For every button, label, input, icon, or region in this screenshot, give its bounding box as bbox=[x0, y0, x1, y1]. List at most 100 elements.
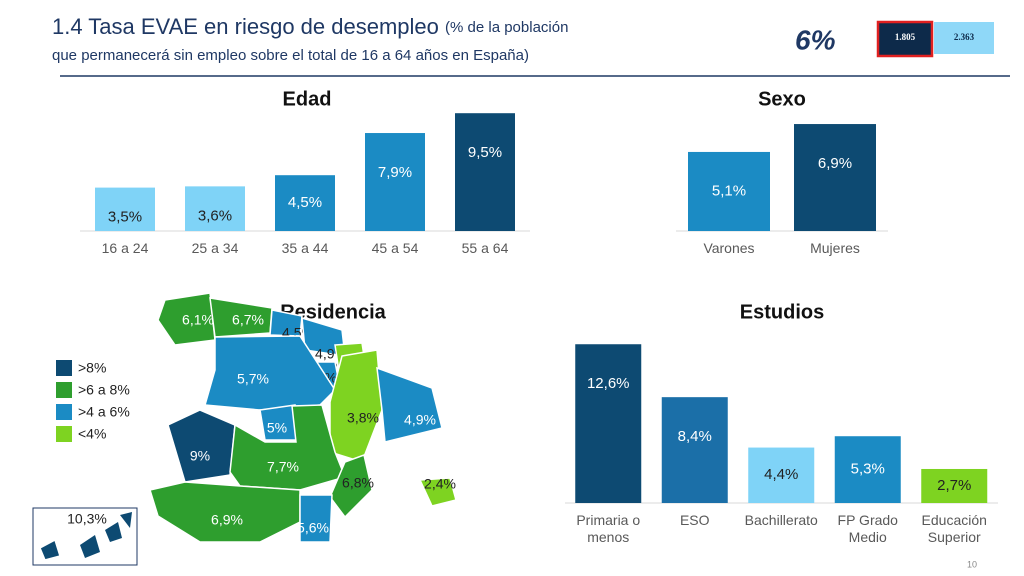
legend-label: <4% bbox=[78, 426, 106, 442]
bar bbox=[921, 468, 988, 503]
value-label: 4,4% bbox=[764, 466, 798, 483]
highlight: 6% bbox=[795, 24, 836, 55]
region-label: 10,3% bbox=[67, 511, 107, 527]
x-tick-line: Educación bbox=[922, 512, 987, 528]
region bbox=[229, 404, 347, 491]
box-dark bbox=[876, 20, 934, 58]
x-tick-line: ESO bbox=[680, 512, 710, 528]
value-label: 5,3% bbox=[851, 461, 885, 478]
region-label: 5% bbox=[267, 420, 287, 436]
value-label: 7,9% bbox=[378, 164, 412, 181]
value-label: 9,5% bbox=[468, 144, 502, 161]
x-tick-line: Medio bbox=[849, 529, 887, 545]
x-tick-line: Primaria o bbox=[576, 512, 640, 528]
title: 1.4 Tasa EVAE en riesgo de desempleo (% … bbox=[52, 14, 568, 39]
region bbox=[329, 454, 373, 519]
legend-swatch bbox=[56, 426, 72, 442]
page-number: 10 bbox=[967, 559, 977, 569]
x-tick-line: Varones bbox=[703, 240, 754, 256]
bar bbox=[365, 133, 425, 231]
value-label: 4,5% bbox=[288, 194, 322, 211]
value-label: 5,1% bbox=[712, 182, 746, 199]
x-tick-line: 25 a 34 bbox=[192, 240, 239, 256]
region-label: 6,9% bbox=[211, 512, 243, 528]
region bbox=[418, 477, 457, 507]
legend-swatch bbox=[56, 360, 72, 376]
x-tick-label: Primaria o menos bbox=[576, 512, 640, 545]
region bbox=[376, 366, 443, 443]
x-tick-label: FP Grado Medio bbox=[838, 512, 899, 545]
x-tick-line: Superior bbox=[928, 529, 981, 545]
bar bbox=[794, 124, 876, 231]
x-tick-line: FP Grado bbox=[838, 512, 899, 528]
box-light-text: 2.363 bbox=[954, 32, 975, 42]
region-label: 6,1% bbox=[182, 312, 214, 328]
x-tick-label: Varones bbox=[703, 240, 754, 256]
title-main: 1.4 Tasa EVAE en riesgo de desempleo bbox=[52, 14, 439, 39]
x-tick-line: Bachillerato bbox=[745, 512, 818, 528]
legend-swatch bbox=[56, 382, 72, 398]
bar bbox=[455, 113, 515, 231]
island bbox=[105, 522, 122, 542]
x-tick-label: Mujeres bbox=[810, 240, 860, 256]
region-label: 3,8% bbox=[347, 410, 379, 426]
chart-title: Estudios bbox=[740, 301, 824, 323]
region-label: 5,7% bbox=[237, 371, 269, 387]
chart-title: Edad bbox=[283, 88, 332, 110]
region-label: 9% bbox=[190, 448, 210, 464]
subtitle: que permanecerá sin empleo sobre el tota… bbox=[52, 47, 529, 64]
region-label: 4,9% bbox=[404, 412, 436, 428]
legend-swatch bbox=[56, 404, 72, 420]
region bbox=[299, 494, 333, 543]
legend-label: >4 a 6% bbox=[78, 404, 130, 420]
bar bbox=[834, 436, 901, 503]
region bbox=[167, 409, 236, 483]
region bbox=[39, 538, 61, 561]
legend-label: >6 a 8% bbox=[78, 382, 130, 398]
x-tick-label: Bachillerato bbox=[745, 512, 818, 528]
x-tick-line: Mujeres bbox=[810, 240, 860, 256]
region-label: 7,7% bbox=[267, 459, 299, 475]
x-tick-label: 25 a 34 bbox=[192, 240, 239, 256]
island bbox=[120, 512, 132, 528]
box-light bbox=[934, 22, 994, 54]
x-tick-line: menos bbox=[587, 529, 629, 545]
value-label: 3,5% bbox=[108, 208, 142, 225]
x-tick-line: 45 a 54 bbox=[372, 240, 419, 256]
x-tick-label: 35 a 44 bbox=[282, 240, 329, 256]
value-label: 2,7% bbox=[937, 477, 971, 494]
region-label: 6,7% bbox=[232, 312, 264, 328]
x-tick-label: 45 a 54 bbox=[372, 240, 419, 256]
bar bbox=[275, 175, 335, 231]
bar bbox=[688, 151, 770, 231]
title-note: (% de la población bbox=[445, 19, 568, 36]
value-label: 3,6% bbox=[198, 208, 232, 225]
x-tick-label: 55 a 64 bbox=[462, 240, 509, 256]
bar bbox=[575, 344, 642, 503]
region-label: 5,6% bbox=[297, 520, 329, 536]
bar bbox=[95, 187, 155, 231]
map-title: Residencia bbox=[280, 301, 386, 323]
bar bbox=[748, 447, 815, 503]
x-tick-label: Educación Superior bbox=[922, 512, 987, 545]
x-tick-label: 16 a 24 bbox=[102, 240, 149, 256]
bar bbox=[185, 186, 245, 231]
legend-label: >8% bbox=[78, 360, 106, 376]
x-tick-line: 55 a 64 bbox=[462, 240, 509, 256]
x-tick-label: ESO bbox=[680, 512, 710, 528]
value-label: 8,4% bbox=[678, 428, 712, 445]
value-label: 12,6% bbox=[587, 375, 630, 392]
box-dark-text: 1.805 bbox=[895, 32, 916, 42]
chart-title: Sexo bbox=[758, 88, 806, 110]
region-label: 2,4% bbox=[424, 476, 456, 492]
region-label: 6,8% bbox=[342, 475, 374, 491]
bar bbox=[661, 397, 728, 503]
island bbox=[80, 535, 100, 558]
x-tick-line: 16 a 24 bbox=[102, 240, 149, 256]
x-tick-line: 35 a 44 bbox=[282, 240, 329, 256]
value-label: 6,9% bbox=[818, 155, 852, 172]
canarias-box bbox=[32, 507, 138, 566]
region bbox=[157, 292, 216, 346]
